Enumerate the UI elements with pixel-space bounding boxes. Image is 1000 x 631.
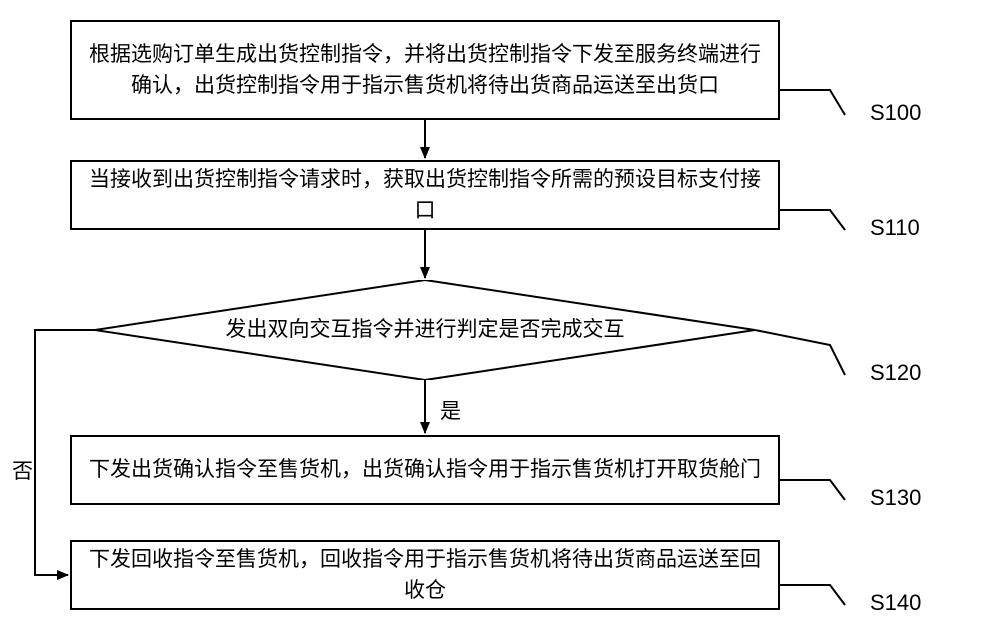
edge-no-label: 否 bbox=[12, 455, 33, 485]
node-s110-text: 当接收到出货控制指令请求时，获取出货控制指令所需的预设目标支付接口 bbox=[84, 164, 766, 227]
node-s140: 下发回收指令至售货机，回收指令用于指示售货机将待出货商品运送至回收仓 bbox=[70, 540, 780, 610]
node-s130: 下发出货确认指令至售货机，出货确认指令用于指示售货机打开取货舱门 bbox=[70, 435, 780, 505]
label-s120: S120 bbox=[870, 360, 921, 386]
edge-yes-label: 是 bbox=[440, 395, 461, 425]
node-s130-text: 下发出货确认指令至售货机，出货确认指令用于指示售货机打开取货舱门 bbox=[89, 454, 761, 486]
label-s140: S140 bbox=[870, 590, 921, 616]
node-s140-text: 下发回收指令至售货机，回收指令用于指示售货机将待出货商品运送至回收仓 bbox=[84, 544, 766, 607]
node-s100: 根据选购订单生成出货控制指令，并将出货控制指令下发至服务终端进行确认，出货控制指… bbox=[70, 20, 780, 120]
label-s100: S100 bbox=[870, 100, 921, 126]
node-s100-text: 根据选购订单生成出货控制指令，并将出货控制指令下发至服务终端进行确认，出货控制指… bbox=[84, 39, 766, 102]
node-s110: 当接收到出货控制指令请求时，获取出货控制指令所需的预设目标支付接口 bbox=[70, 160, 780, 230]
node-s120: 发出双向交互指令并进行判定是否完成交互 bbox=[95, 280, 755, 380]
node-s120-text: 发出双向交互指令并进行判定是否完成交互 bbox=[226, 314, 625, 346]
label-s110: S110 bbox=[870, 215, 920, 241]
label-s130: S130 bbox=[870, 485, 921, 511]
flowchart-canvas: 根据选购订单生成出货控制指令，并将出货控制指令下发至服务终端进行确认，出货控制指… bbox=[0, 0, 1000, 631]
